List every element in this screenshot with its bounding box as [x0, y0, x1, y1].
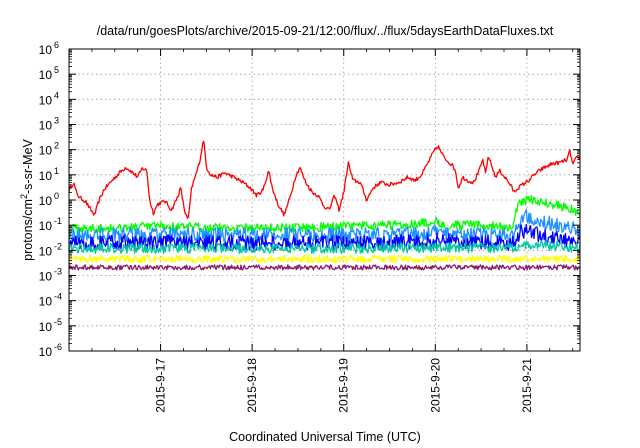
y-tick-label: 10 -2 [39, 241, 62, 258]
y-tick-label-exp: -5 [54, 317, 62, 327]
y-tick-label: 10 -5 [39, 317, 62, 334]
series-line-5 [68, 240, 581, 255]
y-tick-label-exp: 0 [54, 191, 59, 201]
x-tick-label: 2015-9-19 [337, 358, 351, 413]
series-line-6 [68, 254, 581, 264]
y-tick-label: 10 4 [39, 90, 59, 107]
y-tick-label: 10 0 [39, 191, 59, 208]
y-axis-label: protons/cm2-s-sr-MeV [19, 138, 35, 260]
x-axis-labels: 2015-9-17 2015-9-18 2015-9-19 2015-9-20 2015… [154, 358, 534, 413]
y-tick-label: 10 6 [39, 40, 59, 57]
x-tick-label: 2015-9-17 [154, 358, 168, 413]
y-tick-label-base: 10 [39, 93, 53, 107]
y-axis-labels: 10 -610 -510 -410 -310 -210 -110 010 110 210 310 41… [39, 40, 62, 359]
y-tick-label-exp: 2 [54, 141, 59, 151]
x-tick-label: 2015-9-20 [428, 358, 442, 413]
y-tick-label-exp: 3 [54, 116, 59, 126]
series-line-1 [68, 140, 581, 219]
y-tick-label-exp: -1 [54, 216, 62, 226]
y-tick-label-base: 10 [39, 244, 53, 258]
y-tick-label-base: 10 [39, 219, 53, 233]
x-tick-label: 2015-9-18 [245, 358, 259, 413]
series-line-2 [68, 194, 581, 234]
y-tick-label-exp: -4 [54, 292, 62, 302]
series-line-3 [68, 208, 581, 245]
y-tick-label: 10 -4 [39, 292, 62, 309]
y-tick-label: 10 2 [39, 141, 59, 158]
series-line-7 [68, 264, 580, 271]
y-tick-label-base: 10 [39, 194, 53, 208]
grid [69, 49, 580, 351]
y-tick-label: 10 3 [39, 116, 59, 133]
y-tick-label-exp: 4 [54, 90, 59, 100]
chart-title: /data/run/goesPlots/archive/2015-09-21/1… [97, 24, 554, 38]
series-layer [68, 140, 581, 271]
y-tick-label-base: 10 [39, 68, 53, 82]
y-tick-label-exp: 5 [54, 65, 59, 75]
y-tick-label-exp: 6 [54, 40, 59, 50]
y-tick-label-exp: 1 [54, 166, 59, 176]
y-tick-label-base: 10 [39, 144, 53, 158]
y-tick-label-base: 10 [39, 169, 53, 183]
y-tick-label-base: 10 [39, 345, 53, 359]
y-tick-label: 10 -1 [39, 216, 62, 233]
y-tick-label-exp: -6 [54, 342, 62, 352]
y-tick-label: 10 -6 [39, 342, 62, 359]
y-axis-label-sup: 2 [19, 194, 29, 199]
x-axis-label: Coordinated Universal Time (UTC) [229, 430, 421, 444]
y-tick-label-exp: -2 [54, 241, 62, 251]
y-tick-label-base: 10 [39, 119, 53, 133]
y-tick-label-base: 10 [39, 295, 53, 309]
y-axis-label-suffix: -s-sr-MeV [21, 138, 35, 194]
y-axis-label-prefix: protons/cm [21, 199, 35, 261]
y-tick-label-base: 10 [39, 43, 53, 57]
y-tick-label: 10 5 [39, 65, 59, 82]
y-tick-label-base: 10 [39, 270, 53, 284]
y-tick-label: 10 1 [39, 166, 59, 183]
y-tick-label: 10 -3 [39, 267, 62, 284]
y-tick-label-base: 10 [39, 320, 53, 334]
x-tick-label: 2015-9-21 [520, 358, 534, 413]
y-tick-label-exp: -3 [54, 267, 62, 277]
axis-ticks [69, 48, 580, 352]
